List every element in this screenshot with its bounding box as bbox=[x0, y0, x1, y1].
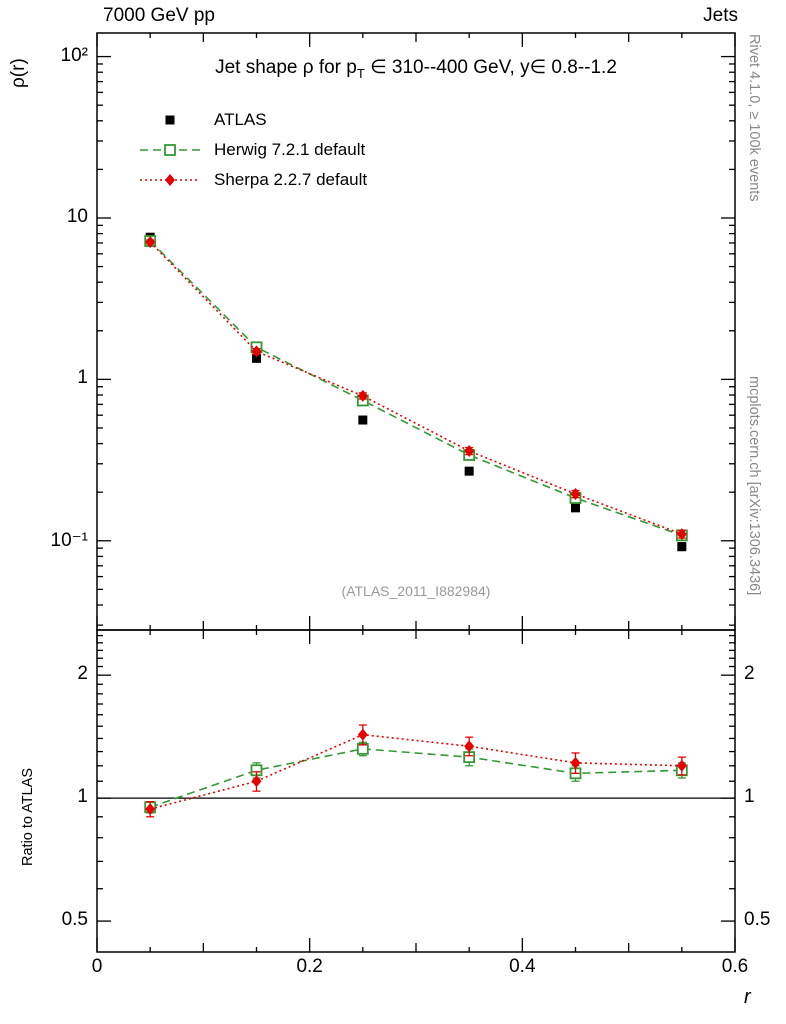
data-point-marker bbox=[252, 353, 261, 363]
data-point-marker bbox=[676, 759, 687, 772]
data-point-marker bbox=[251, 345, 262, 358]
data-point-marker bbox=[570, 487, 581, 500]
data-point-marker bbox=[570, 756, 581, 769]
data-point-marker bbox=[251, 775, 262, 788]
ratio-line bbox=[149, 733, 682, 810]
data-point-marker bbox=[357, 728, 368, 741]
data-point-marker bbox=[464, 740, 475, 753]
data-point-marker bbox=[571, 503, 580, 513]
data-point-marker bbox=[358, 415, 368, 425]
series-herwig bbox=[144, 235, 688, 814]
ratio-panel-frame bbox=[96, 629, 736, 953]
ratio-line bbox=[149, 748, 682, 808]
data-point-marker bbox=[677, 542, 687, 552]
data-point-marker bbox=[464, 466, 474, 476]
series-atlas bbox=[145, 232, 687, 552]
main-panel-frame bbox=[96, 32, 736, 631]
series-line bbox=[149, 240, 683, 537]
series-sherpa bbox=[145, 235, 687, 818]
data-point-marker bbox=[676, 528, 687, 541]
data-point-marker bbox=[464, 444, 475, 457]
data-point-marker bbox=[145, 803, 156, 816]
data-point-marker bbox=[145, 235, 156, 248]
data-point-marker bbox=[357, 389, 368, 402]
series-line bbox=[149, 241, 683, 535]
